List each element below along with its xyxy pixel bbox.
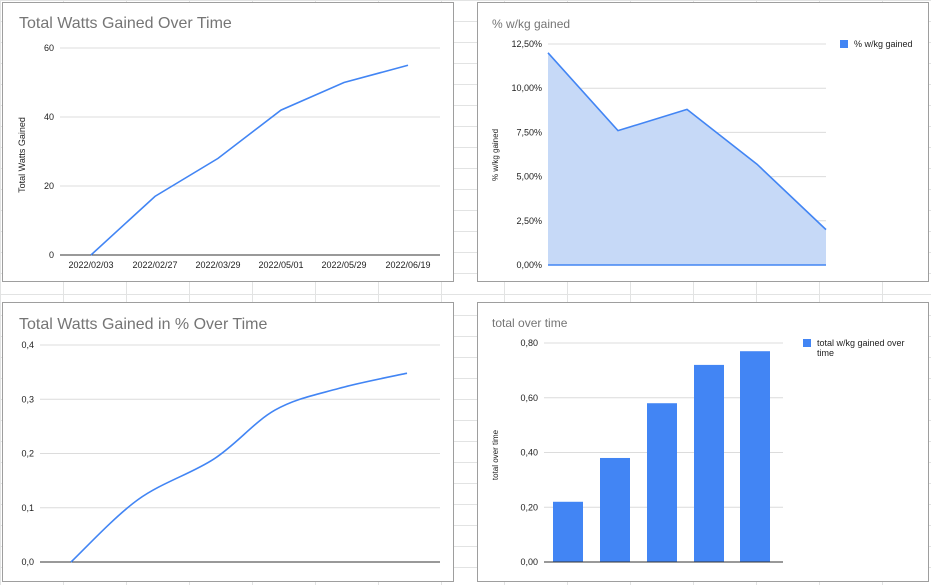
y-tick-label: 7,50% bbox=[516, 127, 542, 137]
series-line bbox=[70, 372, 408, 563]
chart-plot: 0,00 0,20 0,40 0,60 0,80 total over time bbox=[491, 338, 783, 567]
chart-wkg-percent[interactable]: % w/kg gained 0,00% 2,50% 5,00% 7,50% 10,00%… bbox=[477, 2, 929, 282]
chart-title: Total Watts Gained in % Over Time bbox=[19, 316, 268, 333]
bar bbox=[600, 457, 630, 562]
chart-plot: 0 20 40 60 Total Watts Gained 2022/02/03 2022/… bbox=[17, 43, 440, 270]
y-tick-label: 0,80 bbox=[520, 338, 538, 348]
x-tick-label: 2022/02/27 bbox=[132, 260, 177, 270]
legend-swatch bbox=[803, 339, 811, 347]
y-tick-label: 0 bbox=[49, 250, 54, 260]
chart-total-over-time[interactable]: total over time 0,00 0,20 0,40 0,60 0,80 tota… bbox=[477, 302, 929, 582]
legend-swatch bbox=[840, 40, 848, 48]
x-tick-label: 2022/05/01 bbox=[258, 260, 303, 270]
chart-total-watts[interactable]: Total Watts Gained Over Time 0 20 40 60 Tota… bbox=[2, 2, 454, 282]
chart-plot: 0,00% 2,50% 5,00% 7,50% 10,00% 12,50% % w/kg g… bbox=[491, 39, 827, 270]
y-tick-label: 0,2 bbox=[21, 449, 34, 459]
y-tick-label: 0,20 bbox=[520, 502, 538, 512]
y-tick-label: 0,3 bbox=[21, 394, 34, 404]
legend-label: total w/kg gained over time bbox=[817, 338, 905, 358]
bar bbox=[740, 351, 770, 562]
y-tick-label: 0,0 bbox=[21, 557, 34, 567]
y-tick-label: 2,50% bbox=[516, 216, 542, 226]
y-axis-label: Total Watts Gained bbox=[17, 117, 27, 193]
y-tick-label: 0,1 bbox=[21, 503, 34, 513]
y-tick-label: 0,40 bbox=[520, 448, 538, 458]
bar bbox=[694, 364, 724, 562]
y-axis-label: % w/kg gained bbox=[491, 129, 500, 181]
chart-legend: total w/kg gained over time bbox=[803, 338, 912, 358]
x-tick-label: 2022/03/29 bbox=[195, 260, 240, 270]
y-tick-label: 20 bbox=[44, 181, 54, 191]
y-tick-label: 0,00 bbox=[520, 557, 538, 567]
series-line bbox=[90, 64, 409, 256]
chart-title: % w/kg gained bbox=[492, 17, 571, 31]
y-tick-label: 40 bbox=[44, 112, 54, 122]
bar bbox=[553, 501, 583, 562]
y-tick-label: 12,50% bbox=[511, 39, 542, 49]
legend-label: % w/kg gained bbox=[854, 39, 913, 49]
x-tick-label: 2022/05/29 bbox=[321, 260, 366, 270]
chart-watts-percent[interactable]: Total Watts Gained in % Over Time 0,0 0,1… bbox=[2, 302, 454, 582]
y-tick-label: 60 bbox=[44, 43, 54, 53]
series-line bbox=[547, 52, 827, 231]
bar bbox=[647, 403, 677, 562]
y-tick-label: 10,00% bbox=[511, 83, 542, 93]
chart-title: Total Watts Gained Over Time bbox=[19, 15, 232, 32]
y-axis-label: total over time bbox=[491, 429, 500, 480]
chart-title: total over time bbox=[492, 316, 568, 330]
y-tick-label: 0,00% bbox=[516, 260, 542, 270]
chart-plot: 0,0 0,1 0,2 0,3 0,4 bbox=[21, 340, 440, 567]
chart-legend: % w/kg gained bbox=[840, 39, 928, 49]
series-area bbox=[548, 52, 826, 266]
y-tick-label: 5,00% bbox=[516, 172, 542, 182]
y-tick-label: 0,4 bbox=[21, 340, 34, 350]
x-tick-label: 2022/06/19 bbox=[385, 260, 430, 270]
y-tick-label: 0,60 bbox=[520, 393, 538, 403]
x-tick-label: 2022/02/03 bbox=[68, 260, 113, 270]
